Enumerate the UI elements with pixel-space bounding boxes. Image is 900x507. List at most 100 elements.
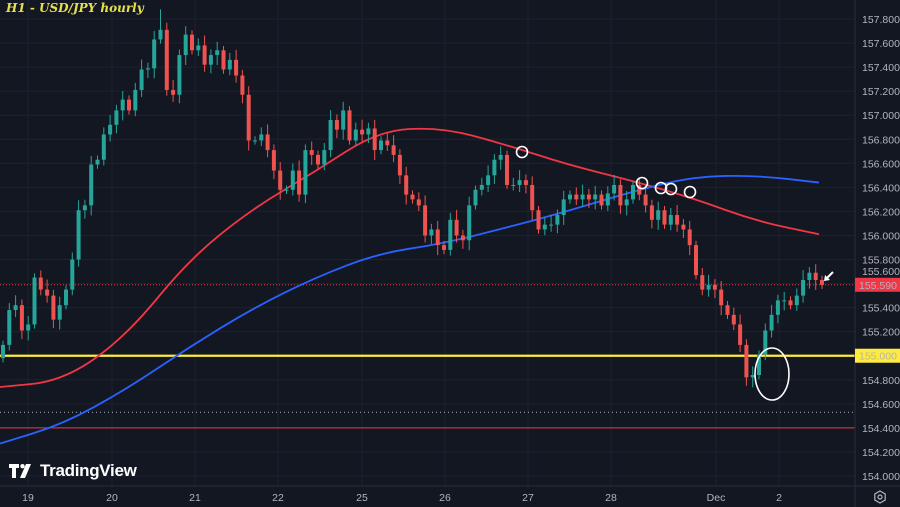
y-tick-label: 156.600 <box>862 158 900 170</box>
candle <box>328 110 333 158</box>
candle-body <box>89 164 94 206</box>
candle <box>555 209 560 234</box>
candle-body <box>215 50 220 56</box>
candle <box>505 150 509 190</box>
candle-body <box>410 194 415 200</box>
y-tick-label: 156.400 <box>862 182 900 194</box>
candle <box>385 133 390 151</box>
candle <box>750 366 755 388</box>
candle <box>763 323 768 361</box>
candle-body <box>196 45 201 51</box>
candle-body <box>221 50 226 70</box>
candle-body <box>101 134 106 160</box>
candle <box>183 26 188 66</box>
candle <box>190 30 194 55</box>
candle <box>70 252 75 296</box>
candle <box>454 209 459 243</box>
candle-body <box>51 295 56 320</box>
candle <box>391 135 396 162</box>
candle <box>586 188 591 208</box>
candle-body <box>7 310 12 345</box>
x-tick-label: Dec <box>707 492 726 504</box>
candle <box>271 144 276 180</box>
time-axis[interactable]: 19 20 21 22 25 26 27 28 Dec 2 <box>22 492 782 504</box>
candle-body <box>593 194 598 200</box>
candle-body <box>794 295 799 306</box>
candle-body <box>719 289 724 306</box>
candle-body <box>662 210 667 225</box>
candle-body <box>549 224 554 226</box>
candle-body <box>1 344 5 359</box>
candle <box>536 206 541 234</box>
candle <box>523 174 528 194</box>
candle-body <box>316 154 320 165</box>
candle <box>360 119 365 142</box>
candle-body <box>297 170 302 195</box>
candle-body <box>599 194 604 206</box>
candle <box>57 296 62 330</box>
candle <box>719 281 724 316</box>
candle <box>202 35 207 72</box>
y-tick-label: 154.600 <box>862 399 900 411</box>
candle-body <box>561 199 566 216</box>
candle <box>397 149 402 184</box>
tradingview-logo-icon <box>9 464 31 478</box>
candle-body <box>460 235 465 241</box>
candle <box>246 86 251 151</box>
candle-body <box>360 129 365 135</box>
y-tick-label: 154.200 <box>862 447 900 459</box>
candle <box>681 218 686 238</box>
last-price-tag <box>855 277 900 292</box>
candle <box>303 144 308 204</box>
candle <box>416 192 421 212</box>
horizontal-levels <box>0 284 855 429</box>
price-axis[interactable] <box>855 0 900 486</box>
candle-body <box>397 154 402 176</box>
candle <box>372 119 377 161</box>
candle-body <box>19 305 24 331</box>
y-tick-label: 157.000 <box>862 110 900 122</box>
candle <box>208 49 213 74</box>
candle <box>794 288 799 311</box>
level-price-tag <box>855 348 900 363</box>
candle-body <box>64 289 68 306</box>
candle-body <box>435 229 440 246</box>
candle <box>769 304 774 338</box>
candle-body <box>530 184 535 211</box>
candle-body <box>788 300 793 306</box>
candle-body <box>234 59 239 76</box>
candle-body <box>341 110 346 130</box>
candle-body <box>511 184 516 186</box>
y-tick-label: 154.400 <box>862 423 900 435</box>
candle-body <box>731 314 736 325</box>
candle-body <box>492 159 497 176</box>
settings-icon[interactable] <box>874 490 886 504</box>
y-tick-label: 155.400 <box>862 303 900 315</box>
candle-body <box>498 154 503 160</box>
candle-body <box>454 219 459 236</box>
y-tick-label: 155.200 <box>862 327 900 339</box>
candle <box>253 136 257 145</box>
candle <box>152 30 157 79</box>
candle <box>259 127 264 147</box>
candle-body <box>190 34 194 51</box>
candle <box>618 179 623 214</box>
candle-body <box>429 229 434 236</box>
candle-body <box>612 184 617 194</box>
candle-body <box>76 210 81 260</box>
candle-body <box>744 344 749 378</box>
candle-body <box>246 94 251 141</box>
candle <box>177 49 182 104</box>
candle-body <box>240 75 245 95</box>
candle <box>731 307 736 331</box>
candle <box>82 199 87 219</box>
candle-body <box>813 272 818 280</box>
candle-body <box>555 215 560 225</box>
candle-body <box>278 170 283 190</box>
candle <box>712 279 717 299</box>
candles <box>1 9 824 388</box>
highlight-circle <box>635 176 649 190</box>
x-tick-label: 22 <box>272 492 284 504</box>
candle <box>542 217 547 236</box>
